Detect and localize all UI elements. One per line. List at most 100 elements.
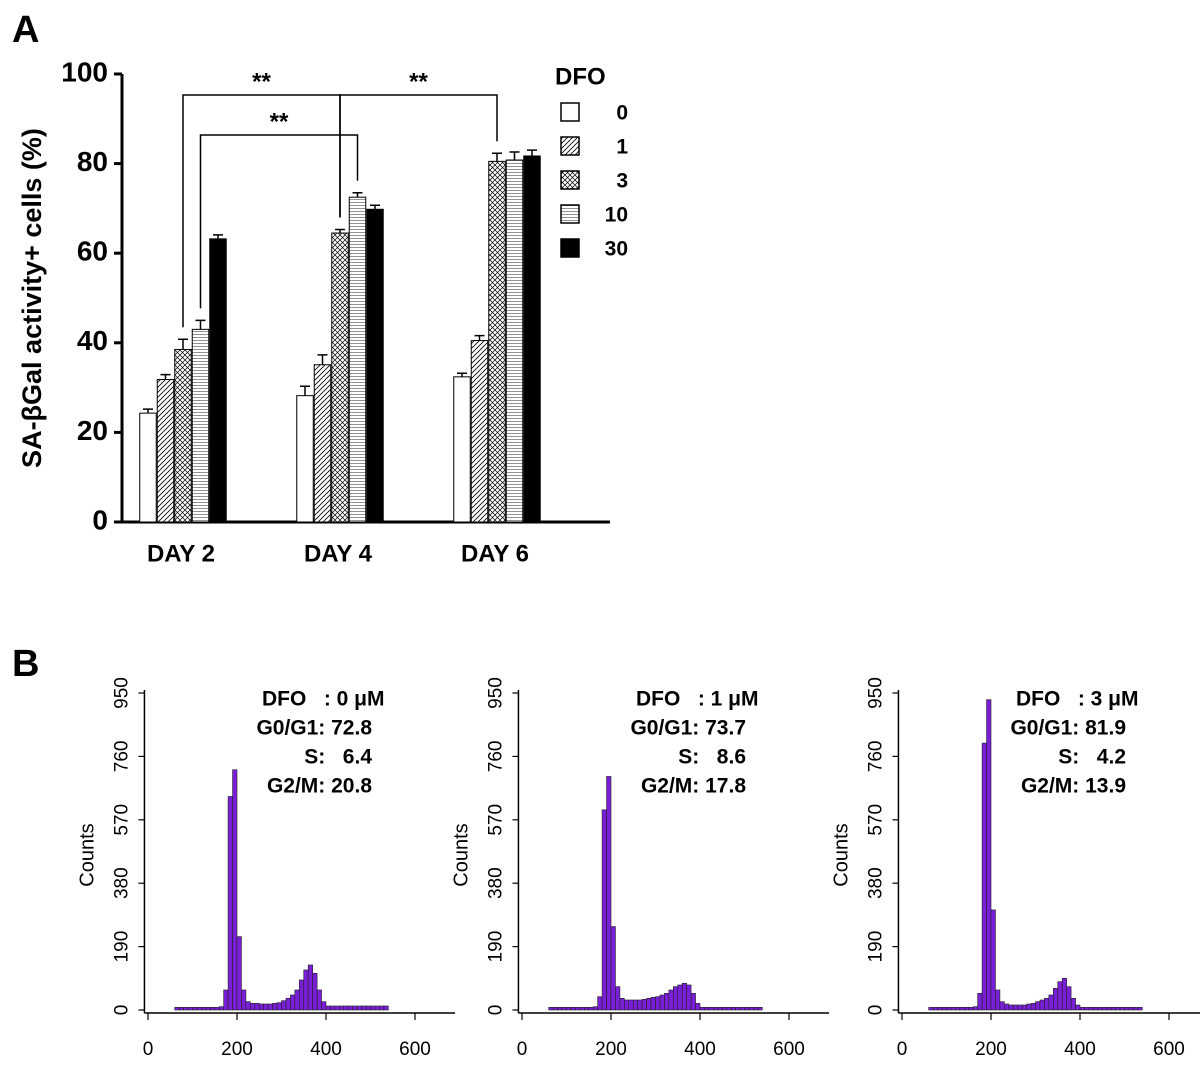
histogram-bar (1101, 1007, 1107, 1011)
histogram-bar (1079, 1007, 1085, 1011)
error-bar (509, 151, 520, 161)
error-bar (492, 152, 502, 162)
bar (209, 238, 227, 523)
histogram-bar (294, 989, 300, 1011)
cell-cycle-stat: G2/M: 20.8 (267, 775, 372, 798)
histogram-bar (1012, 1004, 1018, 1011)
y-tick-label: 570 (865, 804, 886, 836)
histogram-bar (254, 1003, 260, 1011)
y-tick-label: 0 (485, 1005, 506, 1016)
histogram-bar (307, 964, 313, 1011)
histogram-bar (659, 994, 665, 1011)
x-tick-label: DAY 2 (147, 540, 215, 567)
histogram-bar (1075, 1004, 1081, 1011)
histogram-bar (592, 1006, 598, 1011)
y-tick-label: 190 (111, 931, 132, 963)
y-tick-label: 100 (61, 56, 108, 87)
x-tick-label: DAY 6 (461, 540, 529, 567)
histogram-bar (552, 1007, 558, 1011)
histogram-bar (1133, 1007, 1139, 1011)
histogram-bar (995, 989, 1001, 1011)
bar (139, 412, 157, 523)
y-tick-label: 570 (485, 804, 506, 836)
legend-label: 3 (616, 170, 628, 193)
histogram-bar (606, 776, 612, 1011)
y-axis-label: Counts (77, 823, 99, 886)
cell-cycle-stat: G2/M: 13.9 (1021, 775, 1126, 798)
histogram-bar (330, 1005, 336, 1011)
histogram-bar (937, 1007, 943, 1011)
histogram-bar (1021, 1004, 1027, 1011)
cell-cycle-stat: DFO : 0 μM (262, 688, 385, 711)
histogram-bar (739, 1007, 745, 1011)
histogram-bar (695, 1003, 701, 1011)
histogram-bar (1106, 1007, 1112, 1011)
histogram-bar (227, 796, 233, 1011)
histogram-bar (347, 1005, 353, 1011)
histogram-bar (1004, 1003, 1010, 1011)
histogram-bar (210, 1007, 216, 1011)
histogram-bar (981, 742, 987, 1011)
histogram-bar (281, 1000, 287, 1011)
histogram-bar (615, 986, 621, 1011)
histogram-bar (339, 1005, 345, 1011)
histogram-bar (963, 1007, 970, 1011)
histogram-bar (668, 989, 674, 1011)
cell-cycle-stat: S: 6.4 (304, 746, 372, 769)
bar (488, 160, 506, 523)
histogram-bar (977, 993, 983, 1011)
cell-cycle-stat: G2/M: 17.8 (641, 775, 746, 798)
histogram-bar (1044, 998, 1050, 1011)
histogram-bar (298, 979, 305, 1011)
x-tick-label: 0 (897, 1039, 908, 1060)
legend-label: 30 (605, 238, 628, 261)
histogram-bar (583, 1007, 590, 1011)
histogram-bar (717, 1007, 723, 1011)
histogram-bar (290, 994, 296, 1011)
histogram-bar (205, 1007, 211, 1011)
cell-cycle-stat: G0/G1: 72.8 (256, 717, 372, 740)
histogram-bar (941, 1007, 947, 1011)
x-tick-label: 600 (773, 1039, 805, 1060)
histogram-bar (570, 1007, 576, 1011)
bar (348, 196, 367, 523)
cell-cycle-stat: G0/G1: 73.7 (630, 717, 746, 740)
histogram-bar (708, 1007, 714, 1011)
bar (470, 340, 489, 523)
histogram-bar (174, 1007, 180, 1011)
y-tick-label: 0 (865, 1005, 886, 1016)
histogram-bar (1008, 1004, 1014, 1011)
histogram-bar (1097, 1007, 1103, 1011)
histogram-bar (1066, 986, 1072, 1011)
histogram-bar (990, 909, 996, 1011)
bar (453, 376, 471, 523)
legend-swatch (560, 102, 580, 122)
y-tick-label: 60 (77, 236, 108, 267)
y-tick-label: 950 (865, 677, 886, 709)
histogram-bar (946, 1007, 952, 1011)
histogram-bar (972, 1006, 978, 1011)
histogram-bar (753, 1007, 759, 1011)
bar (313, 364, 332, 523)
histogram-bar (1128, 1007, 1134, 1011)
y-tick-label: 0 (92, 504, 108, 535)
histogram-bar (276, 1002, 282, 1011)
histogram-bar (312, 972, 318, 1011)
significance-label: ** (252, 68, 271, 95)
panel-label: A (12, 9, 39, 51)
y-tick-label: 760 (865, 741, 886, 773)
histogram-bar (1137, 1007, 1143, 1011)
y-tick-label: 950 (485, 677, 506, 709)
histogram-bar (730, 1007, 736, 1011)
histogram-bar (968, 1007, 974, 1011)
bar (156, 379, 175, 523)
legend-label: 1 (616, 136, 628, 159)
histogram-bar (1035, 1001, 1041, 1011)
histogram-bar (619, 998, 625, 1011)
histogram-bar (628, 999, 634, 1011)
histogram-bar (566, 1007, 572, 1011)
histogram-bar (178, 1007, 184, 1011)
histogram-bar (699, 1007, 705, 1011)
histogram-bar (748, 1007, 754, 1011)
y-tick-label: 570 (111, 804, 132, 836)
